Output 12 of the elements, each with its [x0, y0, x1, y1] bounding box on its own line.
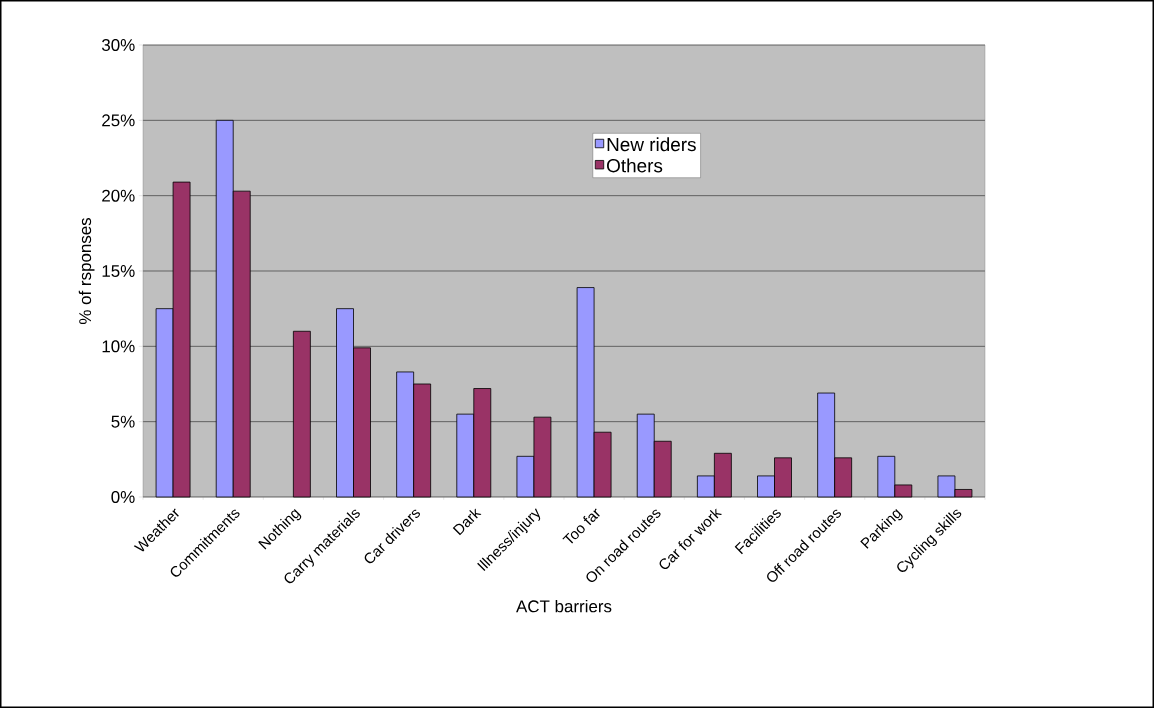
x-tick-label: Too far	[562, 508, 600, 544]
legend-label: Others	[607, 158, 663, 173]
y-tick-label: 15%	[102, 265, 135, 277]
legend-label: New riders	[607, 137, 696, 152]
y-tick-label: 5%	[111, 415, 135, 428]
y-tick-label: 20%	[102, 189, 135, 202]
y-tick-label: 30%	[101, 39, 135, 51]
y-tick-label: 10%	[102, 340, 135, 353]
y-tick-label: 0%	[111, 491, 135, 503]
y-axis-title: % of rsponses	[78, 217, 95, 325]
y-tick-label: 25%	[102, 114, 135, 127]
x-axis-title: ACT barriers	[516, 599, 612, 613]
